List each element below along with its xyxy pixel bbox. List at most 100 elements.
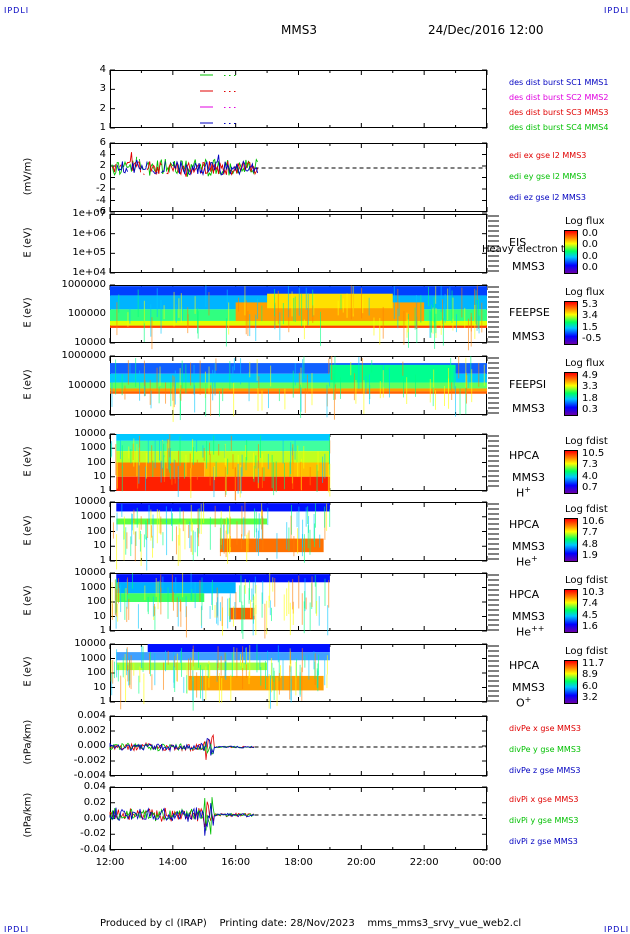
spectrogram-stripe — [306, 307, 308, 326]
spectrogram-stripe — [144, 380, 146, 397]
spectrogram-stripe — [305, 287, 307, 310]
x-tick-label: 22:00 — [409, 857, 439, 868]
spectrogram-stripe — [403, 377, 405, 398]
spectrogram-stripe — [257, 460, 259, 483]
spectrogram-stripe — [248, 588, 250, 604]
spectrogram-band — [116, 462, 205, 477]
spectrogram-stripe — [254, 508, 256, 538]
burst-mark — [224, 75, 226, 76]
colorbar-value-feepse: 5.3 — [582, 299, 598, 310]
ytick-label-hpca_o: 10 — [93, 681, 106, 693]
spectrogram-stripe — [163, 305, 165, 320]
spectrogram-stripe — [328, 579, 330, 608]
ytick-label-divpi: 0.02 — [83, 796, 106, 808]
spectrogram-stripe — [185, 606, 187, 638]
spectrogram-stripe — [158, 510, 160, 534]
spectrogram-stripe — [138, 450, 140, 484]
spectrogram-stripe — [129, 363, 131, 380]
spectrogram-stripe — [139, 530, 141, 552]
spectrogram-stripe — [257, 388, 259, 412]
spectrogram-stripe — [121, 445, 123, 469]
spectrogram-stripe — [297, 445, 299, 477]
spectrogram-stripe — [326, 384, 328, 418]
spectrogram-stripe — [270, 607, 272, 622]
spectrogram-stripe — [213, 435, 215, 455]
spectrogram-stripe — [166, 520, 168, 556]
spectrogram-stripe — [363, 380, 365, 414]
spectrogram-stripe — [138, 675, 140, 694]
spectrogram-band — [110, 286, 487, 296]
spectrogram-stripe — [179, 650, 181, 663]
spectrogram-stripe — [112, 522, 114, 539]
spectrogram-stripe — [172, 386, 174, 422]
spectrogram-stripe — [245, 664, 247, 678]
ytick-label-eis: 1e+05 — [72, 247, 106, 259]
spectrogram-stripe — [293, 297, 295, 322]
spectrogram-stripe — [128, 446, 130, 459]
ytick-label-burst: 1 — [99, 122, 106, 133]
spectrogram-stripe — [334, 356, 336, 388]
species-charge: + — [524, 695, 532, 704]
spectrogram-stripe — [167, 587, 169, 619]
spectrogram-stripe — [275, 461, 277, 493]
spectrogram-stripe — [183, 462, 185, 479]
spectrogram-stripe — [140, 533, 142, 566]
spectrogram-stripe — [282, 438, 284, 464]
spectrogram-stripe — [295, 661, 297, 696]
ytick-label-edi: -2 — [96, 183, 106, 194]
spectrogram-stripe — [252, 582, 254, 600]
burst-mark — [234, 75, 236, 76]
spectrogram-stripe — [286, 588, 288, 617]
spectrogram-stripe — [121, 504, 123, 517]
spectrogram-stripe — [213, 466, 215, 498]
legend-divpi: divPi y gse MMS3 — [509, 816, 579, 825]
legend-divpe: divPe y gse MMS3 — [509, 745, 581, 754]
spectrogram-stripe — [178, 298, 180, 318]
spectrogram-stripe — [478, 298, 480, 329]
spectrogram-stripe — [276, 677, 278, 706]
colorbar-value-hpca_h: 10.5 — [582, 448, 605, 459]
ytick-label-divpe: 0.000 — [77, 740, 106, 751]
spectrogram-stripe — [447, 288, 449, 320]
spectrogram-stripe — [257, 298, 259, 319]
spectrogram-stripe — [190, 535, 192, 552]
ytick-label-burst: 2 — [99, 102, 106, 114]
spectrogram-stripe — [178, 523, 180, 546]
spectrogram-stripe — [175, 577, 177, 595]
spectrogram-stripe — [429, 378, 431, 403]
spectrogram-stripe — [203, 502, 205, 524]
spectrogram-stripe — [130, 536, 132, 557]
spectrogram-stripe — [358, 356, 360, 389]
spectrogram-stripe — [324, 578, 326, 606]
spectrogram-stripe — [320, 311, 322, 347]
spectrogram-stripe — [169, 434, 171, 458]
spectrogram-stripe — [301, 293, 303, 327]
ytick-label-feepse: 1000000 — [61, 279, 106, 290]
spectrogram-stripe — [242, 656, 244, 672]
spectrogram-stripe — [245, 300, 247, 335]
spectrogram-stripe — [145, 452, 147, 479]
spectrogram-stripe — [301, 648, 303, 673]
spectrogram-stripe — [133, 438, 135, 467]
spectrogram-stripe — [239, 585, 241, 603]
spectrogram-stripe — [271, 454, 273, 489]
spectrogram-stripe — [256, 528, 258, 552]
spectrogram-stripe — [129, 659, 131, 688]
spectrogram-stripe — [171, 513, 173, 542]
spectrogram-stripe — [481, 302, 483, 333]
spectrogram-stripe — [205, 382, 207, 417]
spectrogram-stripe — [160, 460, 162, 483]
spectrogram-stripe — [243, 517, 245, 540]
spectrogram-stripe — [187, 307, 189, 334]
spectrogram-stripe — [371, 360, 373, 373]
spectrogram-stripe — [294, 363, 296, 386]
spectrogram-stripe — [152, 514, 154, 549]
spectrogram-stripe — [232, 606, 234, 627]
spectrogram-stripe — [147, 518, 149, 538]
spectrogram-stripe — [196, 459, 198, 480]
spectrogram-stripe — [304, 591, 306, 609]
spectrogram-stripe — [249, 645, 251, 678]
spectrogram-stripe — [149, 651, 151, 677]
spectrogram-stripe — [232, 366, 234, 384]
spectrogram-stripe — [199, 360, 201, 395]
